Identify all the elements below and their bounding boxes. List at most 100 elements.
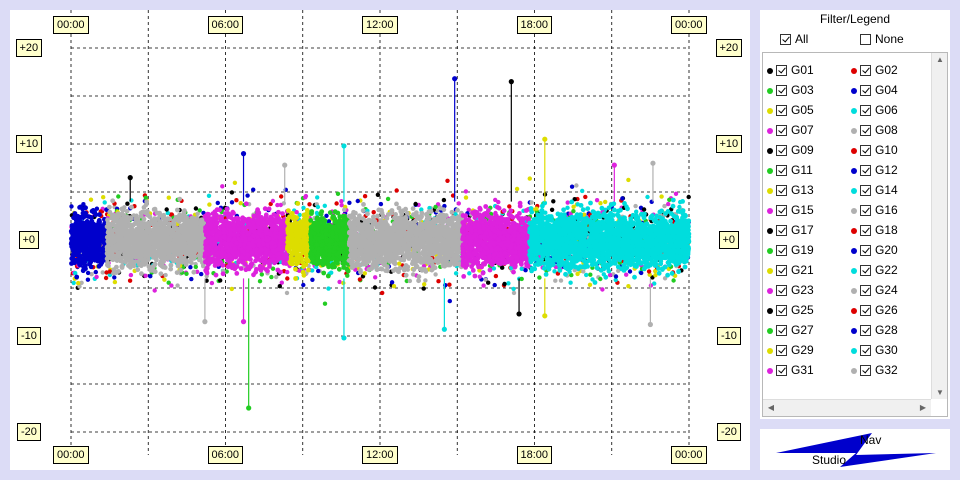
data-point bbox=[94, 206, 100, 211]
data-point bbox=[633, 203, 638, 209]
data-point bbox=[79, 280, 84, 285]
data-point bbox=[158, 260, 164, 266]
data-point bbox=[467, 271, 472, 276]
data-point bbox=[177, 234, 183, 239]
data-point bbox=[443, 283, 448, 288]
data-point bbox=[314, 210, 320, 216]
data-point bbox=[76, 280, 81, 286]
data-point bbox=[514, 186, 520, 192]
data-point bbox=[600, 287, 605, 292]
data-point bbox=[166, 221, 172, 227]
data-point bbox=[100, 270, 105, 275]
data-point bbox=[93, 269, 99, 275]
data-point bbox=[160, 225, 166, 231]
data-point bbox=[191, 269, 197, 275]
data-point bbox=[413, 201, 418, 207]
data-point bbox=[107, 239, 113, 245]
data-point bbox=[197, 208, 202, 213]
data-point bbox=[258, 266, 263, 271]
data-point bbox=[569, 184, 575, 189]
data-point bbox=[96, 219, 102, 225]
data-point bbox=[116, 269, 121, 274]
data-point bbox=[124, 258, 130, 263]
data-point bbox=[294, 210, 299, 215]
data-point bbox=[119, 242, 125, 248]
data-point bbox=[583, 194, 588, 200]
data-point bbox=[507, 204, 512, 209]
data-points bbox=[68, 176, 692, 306]
data-point bbox=[483, 277, 488, 282]
data-point bbox=[666, 201, 671, 207]
data-point bbox=[110, 244, 116, 250]
data-point bbox=[543, 210, 548, 215]
data-point bbox=[165, 210, 170, 216]
data-point bbox=[135, 267, 141, 273]
data-point bbox=[588, 272, 593, 277]
data-point bbox=[534, 206, 539, 211]
data-point bbox=[161, 212, 167, 218]
data-point bbox=[284, 290, 290, 296]
data-point bbox=[347, 200, 352, 205]
data-point bbox=[143, 195, 148, 200]
data-point bbox=[270, 266, 276, 271]
data-point bbox=[176, 217, 182, 223]
data-point bbox=[322, 203, 327, 208]
data-point bbox=[394, 188, 399, 193]
data-point bbox=[422, 282, 427, 287]
data-point bbox=[477, 268, 482, 273]
data-point bbox=[496, 199, 501, 205]
data-point bbox=[234, 271, 240, 276]
data-point bbox=[316, 268, 321, 274]
data-point bbox=[511, 290, 517, 296]
data-point bbox=[463, 195, 469, 200]
data-point bbox=[103, 275, 109, 281]
data-point bbox=[671, 278, 676, 283]
data-point bbox=[187, 243, 193, 249]
data-point bbox=[112, 279, 118, 285]
data-point bbox=[279, 194, 284, 199]
data-point bbox=[119, 265, 125, 270]
data-point bbox=[613, 277, 618, 283]
data-point bbox=[114, 223, 120, 229]
data-point bbox=[194, 215, 200, 221]
data-point bbox=[421, 286, 426, 291]
data-point bbox=[147, 214, 153, 220]
data-point bbox=[598, 201, 603, 206]
data-point bbox=[158, 271, 164, 277]
data-point bbox=[220, 271, 226, 277]
data-point bbox=[310, 277, 315, 282]
data-point bbox=[69, 238, 75, 243]
data-point bbox=[145, 257, 151, 263]
data-point bbox=[285, 276, 290, 281]
data-point bbox=[111, 228, 117, 233]
data-point bbox=[537, 275, 542, 280]
data-point bbox=[190, 232, 195, 237]
data-point bbox=[81, 248, 87, 253]
data-point bbox=[213, 272, 219, 278]
data-point bbox=[152, 254, 158, 260]
data-point bbox=[345, 273, 350, 278]
data-point bbox=[85, 277, 91, 282]
data-point bbox=[77, 284, 82, 289]
data-point bbox=[220, 184, 225, 189]
data-point bbox=[301, 205, 306, 210]
data-point bbox=[653, 268, 658, 274]
data-point bbox=[69, 261, 74, 266]
data-point bbox=[172, 257, 178, 263]
data-point bbox=[372, 285, 378, 290]
data-point bbox=[184, 218, 190, 224]
data-point bbox=[673, 191, 679, 196]
data-point bbox=[82, 231, 87, 236]
data-point bbox=[335, 191, 341, 196]
data-point bbox=[174, 270, 180, 275]
data-point bbox=[587, 282, 593, 287]
data-point bbox=[76, 256, 82, 262]
data-point bbox=[378, 201, 384, 207]
data-point bbox=[175, 283, 180, 288]
data-point bbox=[166, 280, 171, 285]
data-point bbox=[113, 216, 119, 222]
data-point bbox=[229, 190, 235, 195]
data-point bbox=[138, 243, 144, 249]
data-point bbox=[207, 202, 212, 207]
data-point bbox=[127, 278, 133, 283]
